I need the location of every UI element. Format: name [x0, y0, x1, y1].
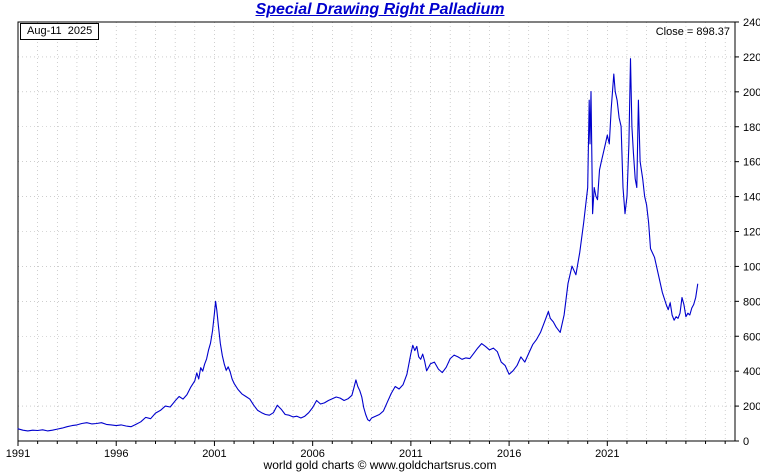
svg-text:0: 0 [743, 436, 749, 448]
svg-text:2021: 2021 [595, 448, 619, 460]
chart-credit: world gold charts © www.goldchartsrus.co… [263, 458, 497, 472]
svg-text:1800: 1800 [743, 122, 760, 134]
as-of-date-label: Aug-11 2025 [20, 23, 100, 40]
svg-text:1600: 1600 [743, 157, 760, 169]
svg-text:400: 400 [743, 366, 760, 378]
svg-text:2200: 2200 [743, 52, 760, 64]
chart-title: Special Drawing Right Palladium [255, 1, 505, 18]
svg-text:1000: 1000 [743, 261, 760, 273]
svg-text:200: 200 [743, 401, 760, 413]
close-value-label: Close = 898.37 [655, 26, 730, 38]
svg-text:2016: 2016 [497, 448, 521, 460]
svg-text:1996: 1996 [104, 448, 128, 460]
svg-text:800: 800 [743, 296, 760, 308]
svg-text:2400: 2400 [743, 17, 760, 29]
svg-text:2011: 2011 [399, 448, 423, 460]
svg-text:2000: 2000 [743, 87, 760, 99]
svg-text:1400: 1400 [743, 192, 760, 204]
svg-text:1991: 1991 [6, 448, 30, 460]
svg-text:2006: 2006 [300, 448, 324, 460]
svg-text:2001: 2001 [202, 448, 226, 460]
svg-text:600: 600 [743, 331, 760, 343]
